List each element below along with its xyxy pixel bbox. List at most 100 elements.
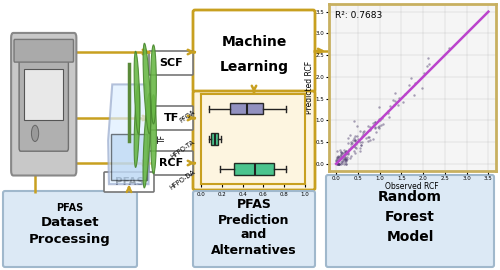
Point: [348, 145, 356, 149]
Point: [354, 137, 362, 141]
Point: [334, 159, 342, 164]
Point: [349, 138, 357, 143]
Circle shape: [32, 125, 38, 141]
Point: [358, 131, 366, 136]
Text: PFAS: PFAS: [114, 177, 144, 187]
Point: [334, 161, 342, 165]
Point: [351, 151, 359, 155]
Point: [391, 99, 399, 103]
Point: [352, 139, 360, 143]
Point: [370, 120, 378, 124]
Point: [334, 155, 342, 159]
Point: [352, 124, 360, 128]
Point: [336, 150, 344, 154]
Point: [340, 162, 348, 166]
Point: [356, 146, 364, 150]
Point: [394, 103, 402, 107]
Point: [410, 81, 418, 86]
Point: [446, 45, 454, 50]
Point: [333, 148, 341, 153]
Point: [374, 125, 382, 129]
Point: [342, 151, 349, 155]
Point: [342, 157, 349, 161]
Point: [341, 150, 349, 154]
Point: [335, 154, 343, 159]
Point: [340, 160, 348, 164]
PathPatch shape: [212, 133, 218, 145]
Ellipse shape: [143, 93, 151, 188]
Point: [340, 154, 347, 158]
Point: [350, 136, 358, 140]
Point: [362, 136, 370, 140]
Point: [341, 158, 349, 162]
Point: [402, 92, 409, 96]
Point: [333, 156, 341, 160]
Text: Forest: Forest: [385, 210, 435, 224]
Point: [350, 145, 358, 149]
Point: [334, 162, 342, 166]
Point: [338, 151, 346, 156]
Point: [364, 124, 372, 128]
Point: [389, 98, 397, 102]
Point: [346, 156, 354, 160]
Point: [335, 157, 343, 162]
Text: Learning: Learning: [220, 60, 288, 74]
PathPatch shape: [234, 163, 274, 175]
Point: [370, 124, 378, 129]
Point: [384, 111, 392, 115]
Point: [407, 76, 415, 80]
FancyBboxPatch shape: [326, 175, 494, 267]
Point: [358, 140, 366, 144]
Point: [384, 115, 392, 119]
FancyBboxPatch shape: [193, 91, 315, 190]
Point: [345, 147, 353, 151]
Point: [418, 86, 426, 90]
Point: [364, 135, 372, 140]
Point: [342, 158, 350, 163]
Point: [347, 154, 355, 158]
Point: [366, 137, 374, 142]
Point: [340, 155, 348, 159]
Point: [376, 118, 384, 122]
Point: [351, 137, 359, 142]
Point: [340, 148, 348, 152]
Point: [375, 117, 383, 121]
Point: [358, 134, 366, 138]
Point: [338, 154, 346, 159]
Text: SCF: SCF: [159, 58, 183, 68]
Point: [334, 162, 342, 166]
Point: [410, 93, 418, 97]
Point: [364, 139, 372, 143]
Point: [341, 156, 349, 160]
Ellipse shape: [134, 51, 140, 134]
Point: [338, 155, 345, 159]
Point: [336, 154, 344, 158]
Point: [384, 109, 392, 113]
Text: Alternatives: Alternatives: [211, 244, 297, 256]
Ellipse shape: [134, 85, 140, 167]
Point: [371, 120, 379, 124]
Text: Processing: Processing: [29, 232, 111, 245]
Point: [356, 140, 364, 144]
Point: [378, 116, 386, 120]
FancyBboxPatch shape: [14, 39, 74, 62]
Point: [338, 157, 346, 162]
Point: [398, 100, 406, 104]
Point: [344, 152, 352, 156]
Point: [424, 64, 432, 69]
FancyBboxPatch shape: [149, 51, 193, 75]
Point: [336, 156, 344, 161]
FancyBboxPatch shape: [3, 191, 137, 267]
Point: [339, 159, 347, 164]
PathPatch shape: [108, 85, 150, 184]
Point: [336, 152, 344, 157]
Point: [334, 162, 342, 166]
Point: [344, 136, 352, 140]
Point: [342, 159, 350, 163]
Point: [336, 161, 344, 166]
Point: [334, 162, 342, 166]
Text: Dataset: Dataset: [41, 215, 99, 228]
Point: [375, 126, 383, 130]
Point: [364, 135, 372, 140]
Point: [366, 125, 374, 130]
